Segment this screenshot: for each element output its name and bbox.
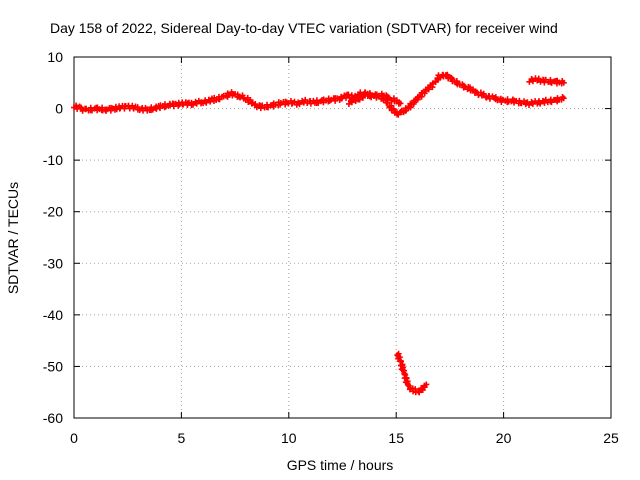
data-point	[444, 71, 451, 78]
y-tick-label: -50	[43, 358, 63, 374]
y-axis-ticks: 10 0 -10 -20 -30 -40 -50 -60	[43, 49, 611, 426]
x-tick-label: 15	[388, 430, 404, 446]
x-axis-label: GPS time / hours	[287, 457, 394, 473]
data-point	[560, 79, 567, 86]
plot-frame	[73, 56, 612, 419]
y-tick-label: 0	[55, 101, 63, 117]
data-point	[367, 91, 374, 98]
data-point	[190, 101, 197, 108]
grid-lines	[74, 57, 611, 418]
data-point	[492, 94, 499, 101]
y-tick-label: -10	[43, 152, 63, 168]
data-point	[390, 105, 397, 112]
x-tick-label: 5	[178, 430, 186, 446]
data-point	[235, 93, 242, 100]
data-point	[348, 99, 355, 106]
data-point	[422, 88, 429, 95]
data-point	[296, 101, 303, 108]
chart-title: Day 158 of 2022, Sidereal Day-to-day VTE…	[50, 20, 558, 36]
data-point	[252, 101, 259, 108]
x-tick-label: 10	[281, 430, 297, 446]
data-point	[399, 367, 406, 374]
y-axis-label: SDTVAR / TECUs	[5, 182, 21, 294]
data-point	[359, 94, 366, 101]
data-point	[480, 90, 487, 97]
data-point	[560, 95, 567, 102]
data-point	[134, 104, 141, 111]
data-points	[71, 71, 567, 396]
x-tick-label: 20	[496, 430, 512, 446]
data-point	[526, 101, 533, 108]
y-tick-label: 10	[47, 49, 63, 65]
data-point	[416, 389, 423, 396]
data-point	[397, 100, 404, 107]
y-tick-label: -40	[43, 307, 63, 323]
data-point	[535, 75, 542, 82]
data-point	[302, 96, 309, 103]
data-point	[78, 104, 85, 111]
y-tick-label: -60	[43, 410, 63, 426]
y-tick-label: -20	[43, 204, 63, 220]
x-axis-ticks: 0 5 10 15 20 25	[70, 57, 619, 446]
x-tick-label: 0	[70, 430, 78, 446]
y-tick-label: -30	[43, 255, 63, 271]
data-point	[423, 381, 430, 388]
x-tick-label: 25	[603, 430, 619, 446]
